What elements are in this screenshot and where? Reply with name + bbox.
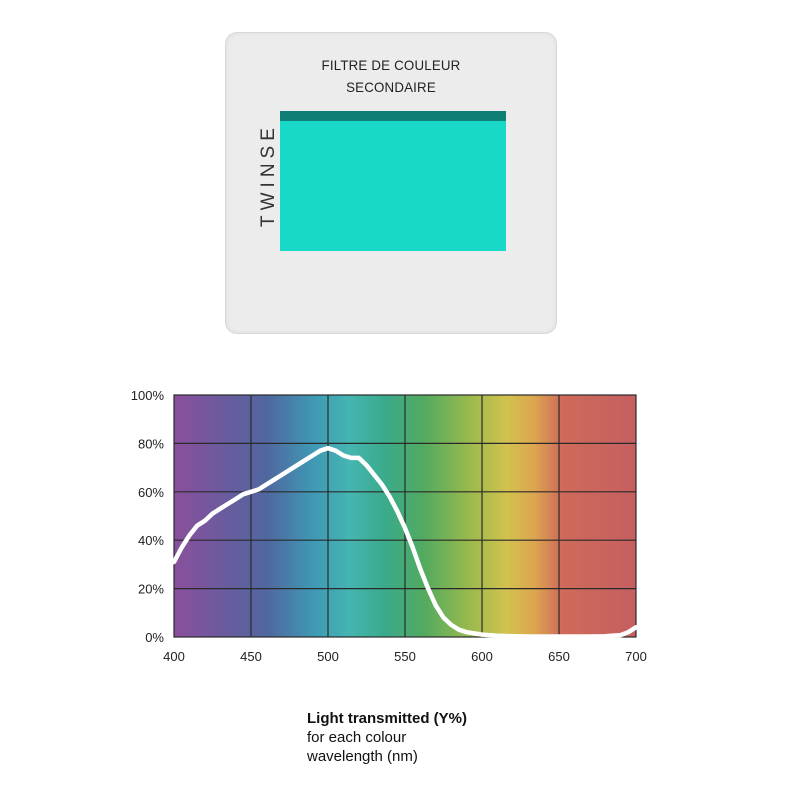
y-tick-label: 20%	[138, 582, 164, 597]
y-tick-label: 100%	[131, 388, 165, 403]
transmission-curve	[171, 445, 639, 639]
x-tick-labels: 400 450 500 550 600 650 700	[163, 649, 647, 664]
y-tick-label: 0%	[145, 630, 164, 645]
x-tick-label: 550	[394, 649, 416, 664]
y-tick-labels: 0% 20% 40% 60% 80% 100%	[131, 388, 165, 645]
plot-frame	[173, 394, 637, 638]
y-tick-label: 80%	[138, 436, 164, 451]
chart-caption: Light transmitted (Y%) for each colour w…	[307, 709, 467, 766]
color-filter-slide: FILTRE DE COULEUR SECONDAIRE TWINSE	[225, 32, 557, 334]
slide-label-line1: FILTRE DE COULEUR	[321, 57, 461, 73]
caption-line3: wavelength (nm)	[307, 748, 418, 765]
slide-label-line2: SECONDAIRE	[346, 79, 436, 95]
x-tick-label: 700	[625, 649, 647, 664]
y-tick-label: 40%	[138, 533, 164, 548]
x-tick-label: 450	[240, 649, 262, 664]
x-tick-label: 500	[317, 649, 339, 664]
filter-window	[280, 111, 506, 251]
y-tick-label: 60%	[138, 485, 164, 500]
caption-title: Light transmitted (Y%)	[307, 710, 467, 727]
x-tick-label: 600	[471, 649, 493, 664]
x-tick-label: 400	[163, 649, 185, 664]
caption-line2: for each colour	[307, 729, 407, 746]
x-tick-label: 650	[548, 649, 570, 664]
